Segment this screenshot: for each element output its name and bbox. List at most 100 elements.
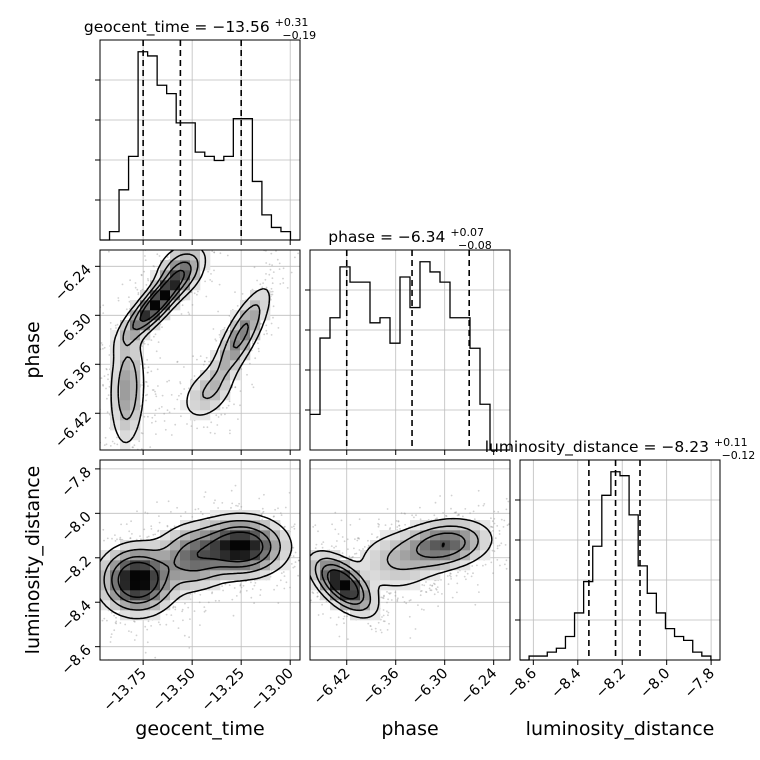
- sample-point: [436, 586, 439, 588]
- density-cell: [360, 610, 371, 621]
- sample-point: [229, 432, 231, 435]
- sample-point: [158, 255, 161, 257]
- sample-point: [147, 278, 149, 280]
- sample-point: [369, 625, 372, 627]
- sample-point: [94, 583, 96, 585]
- sample-point: [180, 313, 183, 315]
- sample-point: [257, 342, 259, 345]
- sample-point: [135, 634, 138, 637]
- sample-point: [498, 533, 501, 535]
- sample-point: [498, 529, 501, 532]
- sample-point: [144, 255, 146, 257]
- sample-point: [306, 582, 308, 584]
- sample-point: [381, 596, 384, 599]
- density-cell: [220, 560, 231, 571]
- sample-point: [399, 528, 401, 530]
- density-cell: [460, 520, 471, 531]
- sample-point: [450, 578, 452, 580]
- sample-point: [277, 327, 280, 329]
- sample-point: [181, 608, 184, 611]
- density-cell: [120, 440, 131, 450]
- y-tick-label: −8.0: [59, 509, 95, 545]
- sample-point: [375, 630, 377, 633]
- sample-point: [219, 252, 222, 255]
- density-cell: [240, 530, 251, 541]
- sample-point: [225, 407, 228, 409]
- sample-point: [103, 444, 106, 446]
- sample-point: [419, 594, 422, 597]
- density-cell: [200, 560, 211, 571]
- sample-point: [337, 616, 340, 619]
- sample-point: [103, 617, 106, 620]
- sample-point: [346, 615, 348, 618]
- sample-point: [148, 462, 150, 464]
- sample-point: [358, 537, 360, 540]
- sample-point: [515, 553, 517, 555]
- sample-point: [306, 584, 308, 586]
- sample-point: [209, 245, 211, 247]
- density-cell: [410, 540, 421, 551]
- density-cell: [190, 560, 201, 571]
- sample-point: [292, 555, 295, 558]
- sample-point: [129, 537, 132, 539]
- sample-point: [305, 552, 307, 554]
- sample-point: [383, 594, 385, 597]
- sample-point: [234, 291, 236, 293]
- sample-point: [181, 238, 183, 240]
- sample-point: [250, 581, 252, 584]
- sample-point: [258, 350, 260, 353]
- sample-point: [305, 577, 307, 579]
- sample-point: [490, 561, 493, 564]
- density-cell: [450, 560, 461, 571]
- sample-point: [119, 622, 122, 624]
- sample-point: [396, 598, 399, 601]
- sample-point: [490, 517, 492, 520]
- sample-point: [216, 424, 219, 426]
- density-cell: [200, 400, 211, 411]
- sample-point: [156, 368, 159, 371]
- density-cell: [160, 260, 171, 271]
- density-cell: [250, 290, 261, 301]
- sample-point: [271, 277, 274, 280]
- sample-point: [182, 619, 184, 622]
- density-cell: [170, 260, 181, 271]
- sample-point: [205, 295, 208, 298]
- sample-point: [311, 530, 313, 532]
- density-cell: [230, 530, 241, 541]
- sample-point: [211, 592, 213, 595]
- sample-point: [190, 378, 193, 381]
- density-cell: [250, 550, 261, 561]
- sample-point: [154, 656, 157, 659]
- sample-point: [402, 596, 404, 599]
- density-cell: [130, 310, 141, 321]
- sample-point: [492, 530, 494, 532]
- sample-point: [316, 595, 319, 598]
- panel-frame: [99, 39, 301, 241]
- sample-point: [265, 273, 267, 275]
- sample-point: [397, 597, 399, 600]
- sample-point: [348, 555, 351, 558]
- sample-point: [253, 584, 256, 587]
- sample-point: [116, 538, 118, 541]
- sample-point: [279, 512, 282, 514]
- density-cell: [120, 430, 131, 441]
- sample-point: [153, 335, 155, 338]
- density-cell: [460, 550, 471, 561]
- density-cell: [110, 570, 121, 581]
- density-cell: [160, 310, 171, 321]
- sample-point: [294, 256, 296, 259]
- sample-point: [517, 556, 519, 558]
- sample-point: [231, 502, 234, 505]
- density-cell: [350, 560, 361, 571]
- sample-point: [172, 620, 175, 622]
- density-cell: [120, 400, 131, 411]
- sample-point: [130, 520, 133, 523]
- sample-point: [282, 267, 285, 270]
- sample-point: [425, 581, 427, 583]
- sample-point: [199, 355, 202, 357]
- sample-point: [134, 453, 136, 455]
- title-sup: +0.11: [714, 436, 748, 449]
- sample-point: [146, 536, 149, 539]
- sample-point: [115, 327, 117, 329]
- sample-point: [176, 361, 179, 363]
